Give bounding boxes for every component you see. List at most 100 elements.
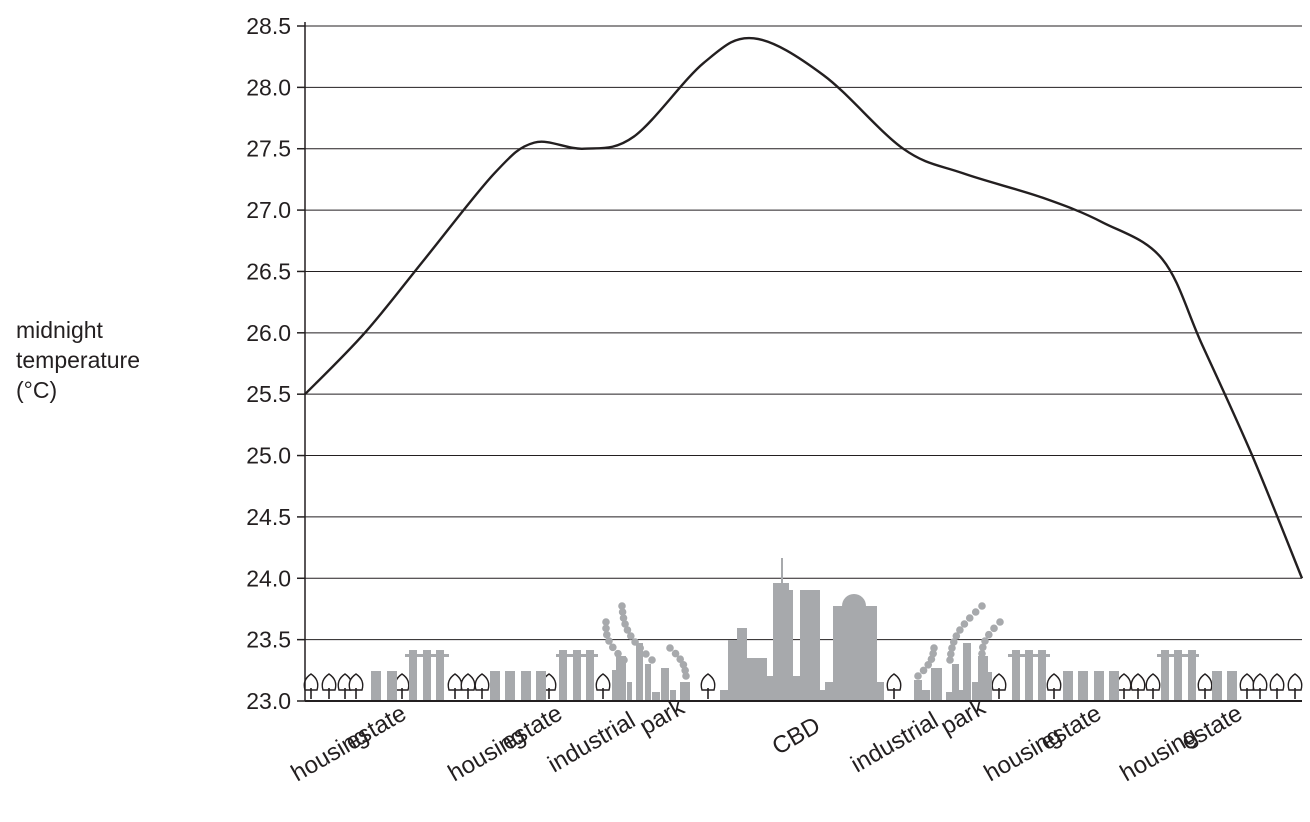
building [914,680,922,700]
building [767,676,773,700]
tree-icon [303,673,319,699]
tree-icon [886,673,902,699]
axes [297,22,1302,702]
building [387,671,397,700]
building [371,671,381,700]
tree-icon [1145,673,1161,699]
building [423,650,431,700]
building [505,671,515,700]
zone-label: industrial [846,707,943,778]
y-tick-labels: 23.0 23.5 24.0 24.5 25.0 25.5 26.0 26.5 27.0 27.5… [246,13,291,714]
tree-icon [1252,673,1268,699]
y-tick-label: 23.5 [246,627,291,653]
y-tick-label: 27.0 [246,197,291,223]
building [1063,671,1073,700]
building [959,690,965,700]
tree-icon [991,673,1007,699]
y-tick-label: 28.5 [246,13,291,39]
building [652,692,660,700]
series-lines [304,36,1304,579]
building [612,670,617,700]
tree-icon [474,673,490,699]
smoke-plume [602,618,628,664]
roof [405,654,449,657]
y-tick-label: 28.0 [246,74,291,100]
building [737,628,747,700]
building [963,643,971,700]
building [877,682,884,700]
y-tick-label: 27.5 [246,136,291,162]
temperature-line [304,36,1304,579]
tree-icon [1269,673,1285,699]
building [1174,650,1182,700]
building [1094,671,1104,700]
building [1227,671,1237,700]
building [1012,650,1020,700]
grid-lines [305,25,1302,641]
building [1161,650,1169,700]
building [793,676,800,700]
building [800,590,820,700]
tree-icon [595,673,611,699]
tree-icon [394,673,410,699]
y-tick-label: 25.0 [246,443,291,469]
building [972,682,978,700]
y-axis-label-line-1: midnight [16,317,103,343]
tree-icon [321,673,337,699]
building [720,690,728,700]
y-axis-label: midnight temperature (°C) [16,315,186,405]
building [436,650,444,700]
roof [1157,654,1199,657]
building [627,682,632,700]
tree-icon [447,673,463,699]
y-tick-label: 26.0 [246,320,291,346]
building [1025,650,1033,700]
building [536,671,546,700]
building [1078,671,1088,700]
y-tick-label: 25.5 [246,381,291,407]
tree-icon [1130,673,1146,699]
zone-label: estate [341,700,411,756]
building [747,658,767,700]
y-axis-label-line-2: temperature [16,347,141,373]
building [922,690,930,700]
building [680,682,690,700]
building [820,690,825,700]
tree-icon [460,673,476,699]
building [670,690,676,700]
zone-label: estate [1177,700,1247,756]
roof [556,654,598,657]
building [1038,650,1046,700]
building [1212,671,1222,700]
smoke-plume [946,602,986,664]
building [490,671,500,700]
y-tick-label: 24.0 [246,565,291,591]
building [987,672,992,700]
tree-icon [1197,673,1213,699]
building [789,590,793,700]
tree-icon [1046,673,1062,699]
building [1188,650,1196,700]
building [409,650,417,700]
building [636,643,643,700]
building [559,650,567,700]
tree-icon [1116,673,1132,699]
building [586,650,594,700]
building [645,664,651,700]
building [616,656,626,700]
dome [842,594,866,606]
tree-icon [700,673,716,699]
building [661,668,669,700]
zone-label: estate [1036,700,1106,756]
y-tick-label: 26.5 [246,258,291,284]
y-axis-label-line-3: (°C) [16,377,58,403]
tree-icon [1287,673,1303,699]
smoke-plume [666,644,690,680]
building [1109,671,1119,700]
building [952,664,959,700]
tree-icon [1239,673,1255,699]
y-tick-label: 24.5 [246,504,291,530]
building [931,668,942,700]
